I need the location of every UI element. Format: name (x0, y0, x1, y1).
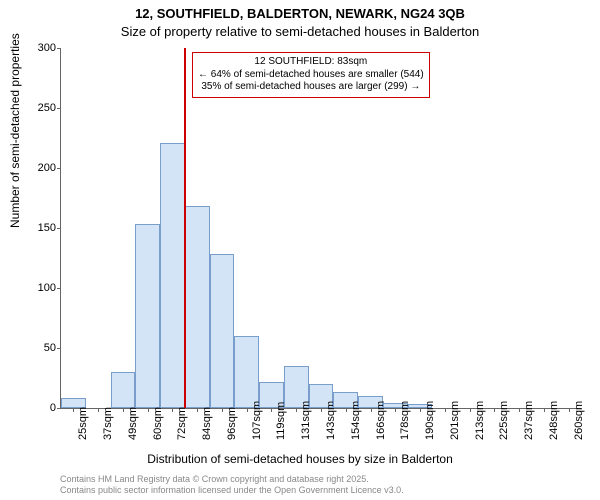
x-tick-label: 213sqm (474, 401, 486, 440)
histogram-bar (160, 143, 185, 408)
annotation-box: 12 SOUTHFIELD: 83sqm← 64% of semi-detach… (192, 52, 430, 98)
x-axis-label: Distribution of semi-detached houses by … (0, 452, 600, 466)
x-tick-mark (321, 408, 322, 412)
y-tick-label: 0 (26, 402, 56, 414)
annotation-line2: ← 64% of semi-detached houses are smalle… (198, 69, 424, 82)
y-tick-label: 250 (26, 102, 56, 114)
x-tick-label: 201sqm (449, 401, 461, 440)
y-axis-label: Number of semi-detached properties (8, 33, 22, 228)
x-tick-mark (148, 408, 149, 412)
x-tick-mark (519, 408, 520, 412)
x-tick-mark (172, 408, 173, 412)
y-tick-label: 300 (26, 42, 56, 54)
x-tick-label: 37sqm (102, 407, 114, 440)
y-tick-label: 150 (26, 222, 56, 234)
reference-line (184, 48, 186, 408)
y-tick-label: 100 (26, 282, 56, 294)
x-tick-label: 260sqm (573, 401, 585, 440)
y-tick-mark (57, 48, 61, 49)
x-tick-mark (494, 408, 495, 412)
x-tick-label: 49sqm (127, 407, 139, 440)
footer-line2: Contains public sector information licen… (60, 485, 404, 496)
x-tick-mark (222, 408, 223, 412)
x-tick-mark (73, 408, 74, 412)
x-tick-mark (197, 408, 198, 412)
x-tick-label: 237sqm (523, 401, 535, 440)
x-tick-label: 60sqm (152, 407, 164, 440)
x-tick-mark (395, 408, 396, 412)
annotation-line3: 35% of semi-detached houses are larger (… (198, 81, 424, 94)
x-tick-label: 96sqm (226, 407, 238, 440)
x-tick-mark (346, 408, 347, 412)
x-tick-mark (98, 408, 99, 412)
y-tick-mark (57, 168, 61, 169)
x-tick-label: 190sqm (424, 401, 436, 440)
y-tick-mark (57, 288, 61, 289)
x-tick-mark (371, 408, 372, 412)
x-tick-label: 248sqm (548, 401, 560, 440)
x-tick-mark (470, 408, 471, 412)
x-tick-mark (420, 408, 421, 412)
histogram-bar (135, 224, 160, 408)
x-tick-mark (445, 408, 446, 412)
histogram-bar (234, 336, 259, 408)
chart-plot-area: 05010015020025030025sqm37sqm49sqm60sqm72… (60, 48, 581, 409)
x-tick-mark (271, 408, 272, 412)
x-tick-label: 72sqm (176, 407, 188, 440)
x-tick-mark (123, 408, 124, 412)
x-tick-mark (569, 408, 570, 412)
y-tick-mark (57, 228, 61, 229)
chart-title-line2: Size of property relative to semi-detach… (0, 24, 600, 39)
x-tick-label: 25sqm (77, 407, 89, 440)
x-tick-mark (544, 408, 545, 412)
x-tick-mark (247, 408, 248, 412)
annotation-line1: 12 SOUTHFIELD: 83sqm (198, 56, 424, 69)
x-tick-label: 84sqm (201, 407, 213, 440)
x-tick-label: 225sqm (498, 401, 510, 440)
footer-line1: Contains HM Land Registry data © Crown c… (60, 474, 404, 485)
chart-title-line1: 12, SOUTHFIELD, BALDERTON, NEWARK, NG24 … (0, 6, 600, 21)
y-tick-mark (57, 108, 61, 109)
x-tick-mark (296, 408, 297, 412)
footer-attribution: Contains HM Land Registry data © Crown c… (60, 474, 404, 496)
histogram-bar (210, 254, 235, 408)
y-tick-mark (57, 408, 61, 409)
y-tick-label: 50 (26, 342, 56, 354)
histogram-bar (111, 372, 136, 408)
y-tick-label: 200 (26, 162, 56, 174)
y-tick-mark (57, 348, 61, 349)
histogram-bar (185, 206, 210, 408)
